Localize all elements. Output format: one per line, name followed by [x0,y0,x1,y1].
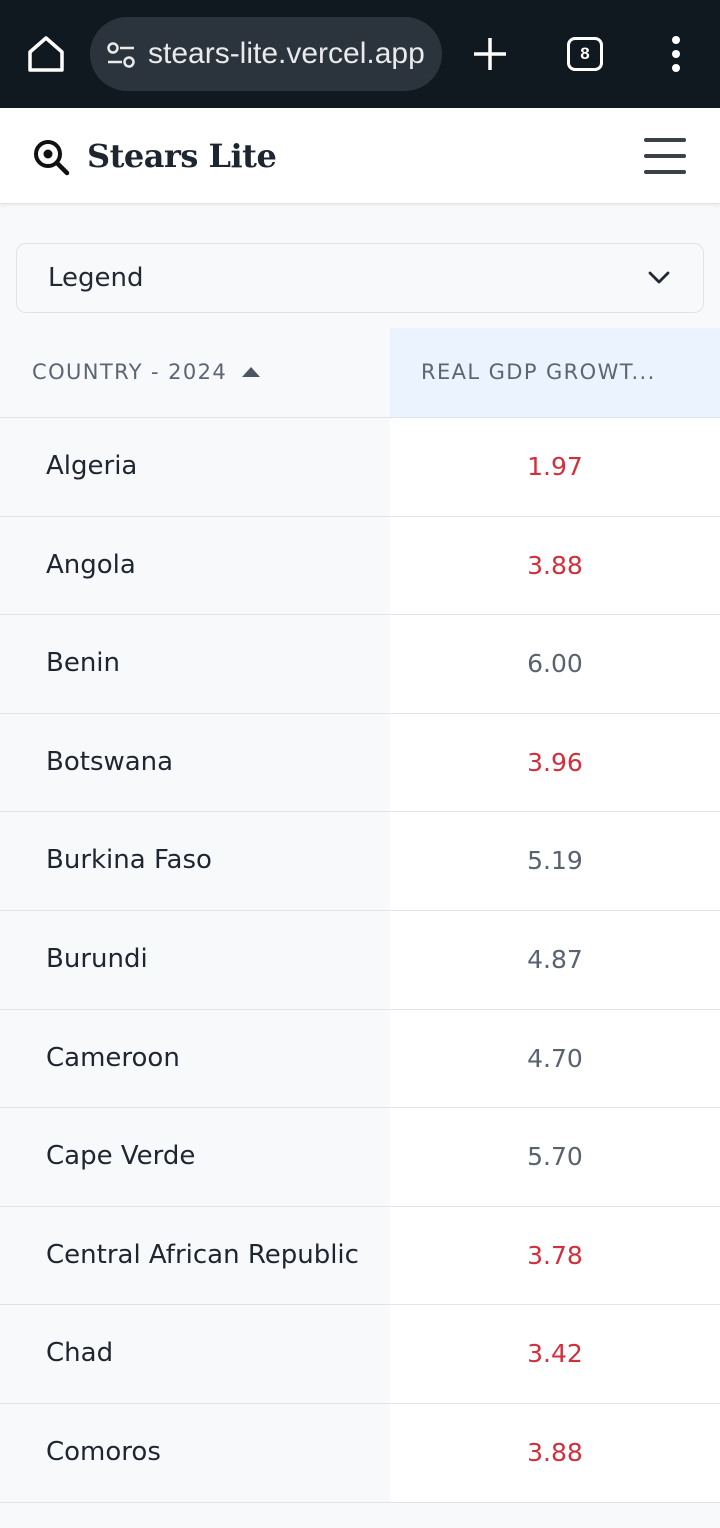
country-name: Cape Verde [46,1141,196,1172]
gdp-table: COUNTRY - 2024 REAL GDP GROWT... Algeria… [0,328,720,1503]
table-row[interactable]: Botswana 3.96 [0,713,720,813]
country-name: Central African Republic [46,1239,359,1270]
table-header: COUNTRY - 2024 REAL GDP GROWT... [0,328,720,418]
table-row[interactable]: Chad 3.42 [0,1305,720,1404]
data-panel: Legend COUNTRY - 2024 REAL GDP GROWT... … [0,206,720,1528]
table-row[interactable]: Central African Republic 3.78 [0,1206,720,1306]
country-name: Cameroon [46,1042,180,1073]
tab-switcher-button[interactable]: 8 [567,37,603,71]
country-name: Burkina Faso [46,845,212,876]
table-body: Algeria 1.97 Angola 3.88 Benin 6.00 Botswana 3.… [0,418,720,1503]
legend-dropdown[interactable]: Legend [16,243,704,313]
gdp-growth-value: 3.78 [390,1206,720,1305]
country-cell: Cape Verde [0,1108,390,1206]
country-cell: Burundi [0,910,390,1009]
gdp-growth-value: 4.70 [390,1009,720,1108]
country-cell: Botswana [0,713,390,812]
country-cell: Comoros [0,1403,390,1502]
url-text[interactable]: stears-lite.vercel.app [148,37,425,70]
column-header-country-label: COUNTRY - 2024 [32,360,228,384]
column-header-gdp[interactable]: REAL GDP GROWT... [390,328,720,417]
country-cell: Cameroon [0,1009,390,1108]
search-logo-icon [34,140,70,176]
column-header-gdp-label: REAL GDP GROWT... [421,360,656,384]
country-name: Comoros [46,1436,161,1467]
legend-label: Legend [48,263,144,293]
country-cell: Benin [0,615,390,713]
site-settings-icon[interactable] [106,41,136,69]
country-name: Burundi [46,943,148,974]
table-row[interactable]: Burundi 4.87 [0,910,720,1010]
brand-name[interactable]: Stears Lite [87,137,277,175]
country-name: Botswana [46,746,174,777]
country-cell: Angola [0,516,390,615]
gdp-growth-value: 3.88 [390,516,720,615]
app-header: Stears Lite [0,108,720,204]
table-row[interactable]: Cape Verde 5.70 [0,1108,720,1207]
gdp-growth-value: 3.88 [390,1403,720,1502]
gdp-growth-value: 5.19 [390,812,720,910]
new-tab-icon[interactable] [470,34,510,74]
address-bar[interactable]: stears-lite.vercel.app [90,17,442,91]
country-name: Chad [46,1338,114,1369]
country-name: Benin [46,648,121,679]
home-icon[interactable] [24,32,68,76]
table-row[interactable]: Benin 6.00 [0,615,720,714]
sort-ascending-icon[interactable] [241,366,261,378]
country-name: Algeria [46,451,138,481]
country-cell: Burkina Faso [0,812,390,910]
table-row[interactable]: Cameroon 4.70 [0,1009,720,1109]
gdp-growth-value: 3.96 [390,713,720,812]
hamburger-menu-icon[interactable] [644,137,686,175]
gdp-growth-value: 3.42 [390,1305,720,1403]
gdp-growth-value: 1.97 [390,418,720,516]
country-cell: Central African Republic [0,1206,390,1305]
more-menu-icon[interactable] [664,35,688,73]
table-row[interactable]: Angola 3.88 [0,516,720,616]
chevron-down-icon [648,271,670,284]
country-name: Angola [46,549,136,580]
gdp-growth-value: 5.70 [390,1108,720,1206]
gdp-growth-value: 6.00 [390,615,720,713]
column-header-country[interactable]: COUNTRY - 2024 [0,328,390,417]
table-row[interactable]: Algeria 1.97 [0,418,720,517]
gdp-growth-value: 4.87 [390,910,720,1009]
browser-toolbar: stears-lite.vercel.app 8 [0,0,720,108]
table-row[interactable]: Burkina Faso 5.19 [0,812,720,911]
table-row[interactable]: Comoros 3.88 [0,1403,720,1503]
country-cell: Algeria [0,418,390,516]
country-cell: Chad [0,1305,390,1403]
